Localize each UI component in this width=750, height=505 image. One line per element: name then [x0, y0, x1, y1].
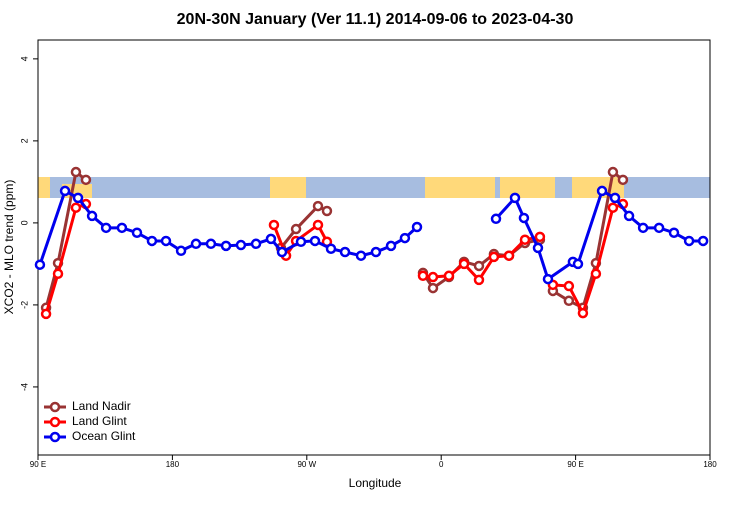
data-point — [265, 233, 277, 245]
data-point — [623, 210, 635, 222]
data-point — [590, 268, 602, 279]
data-point — [532, 242, 544, 254]
data-point — [70, 202, 82, 213]
data-point — [473, 260, 485, 272]
data-point — [80, 174, 92, 186]
y-tick-label: -2 — [19, 301, 29, 309]
data-point — [235, 239, 247, 251]
data-point — [312, 219, 324, 231]
data-point — [34, 259, 46, 270]
data-point — [572, 258, 584, 270]
x-axis-label: Longitude — [349, 476, 402, 490]
data-point — [490, 213, 502, 225]
data-point — [250, 238, 262, 250]
data-point — [312, 200, 324, 212]
x-tick-label: 180 — [166, 460, 180, 469]
data-point — [509, 192, 521, 204]
data-point — [339, 246, 351, 258]
data-point — [220, 240, 232, 252]
data-point — [190, 238, 202, 250]
series-line — [44, 202, 624, 317]
data-point — [100, 222, 112, 234]
data-point — [40, 308, 52, 320]
data-point — [52, 268, 64, 279]
legend-marker — [49, 431, 61, 443]
data-point — [309, 235, 321, 247]
data-point — [637, 222, 649, 234]
x-tick-label: 0 — [439, 460, 444, 469]
data-point — [290, 223, 302, 235]
series-line — [44, 169, 624, 310]
data-point — [427, 271, 439, 283]
y-tick-label: 2 — [19, 138, 29, 143]
data-point — [385, 240, 397, 252]
x-tick-label: 90 E — [30, 460, 46, 469]
data-point — [116, 222, 128, 234]
plot-frame — [37, 39, 711, 456]
data-point — [609, 192, 621, 204]
data-point — [503, 250, 515, 261]
y-tick-label: -4 — [19, 383, 29, 391]
data-point — [542, 273, 554, 285]
data-point — [417, 270, 429, 282]
legend-marker — [49, 401, 61, 413]
data-point — [86, 210, 98, 222]
data-point — [146, 235, 158, 247]
data-point — [563, 280, 575, 292]
data-point — [607, 166, 619, 178]
data-point — [131, 227, 143, 238]
data-point — [518, 212, 530, 224]
data-point — [276, 246, 288, 258]
data-point — [473, 274, 485, 286]
x-tick-label: 90 W — [297, 460, 316, 469]
data-point — [411, 221, 423, 233]
x-tick-label: 180 — [703, 460, 717, 469]
data-point — [563, 295, 575, 307]
data-point — [325, 243, 337, 254]
legend-label: Land Glint — [72, 414, 127, 428]
data-point — [59, 185, 71, 197]
chart-title: 20N-30N January (Ver 11.1) 2014-09-06 to… — [177, 11, 574, 28]
y-axis-label: XCO2 - MLO trend (ppm) — [2, 180, 16, 315]
data-point — [458, 258, 470, 270]
data-point — [488, 251, 500, 263]
legend-label: Land Nadir — [72, 399, 131, 413]
data-point — [607, 202, 619, 213]
data-point — [668, 227, 680, 238]
data-point — [72, 192, 84, 204]
y-tick-label: 4 — [19, 56, 29, 61]
data-point — [160, 235, 172, 247]
data-point — [399, 232, 411, 244]
data-point — [683, 235, 695, 247]
x-tick-label: 90 E — [567, 460, 583, 469]
data-point — [205, 238, 217, 250]
data-point — [519, 234, 531, 245]
data-point — [697, 235, 709, 247]
data-point — [321, 205, 333, 217]
data-point — [653, 222, 665, 234]
y-tick-label: 0 — [19, 220, 29, 225]
data-point — [370, 246, 382, 258]
legend-marker — [49, 416, 61, 428]
data-point — [268, 219, 280, 231]
data-point — [596, 185, 608, 197]
data-point — [617, 174, 629, 186]
legend-label: Ocean Glint — [72, 429, 136, 443]
data-point — [295, 236, 307, 248]
data-point — [175, 245, 187, 257]
map-strip — [38, 177, 710, 198]
data-point — [443, 270, 455, 282]
data-point — [70, 166, 82, 178]
data-point — [534, 231, 546, 243]
data-point — [577, 307, 589, 319]
data-point — [427, 282, 439, 294]
data-point — [355, 250, 367, 261]
